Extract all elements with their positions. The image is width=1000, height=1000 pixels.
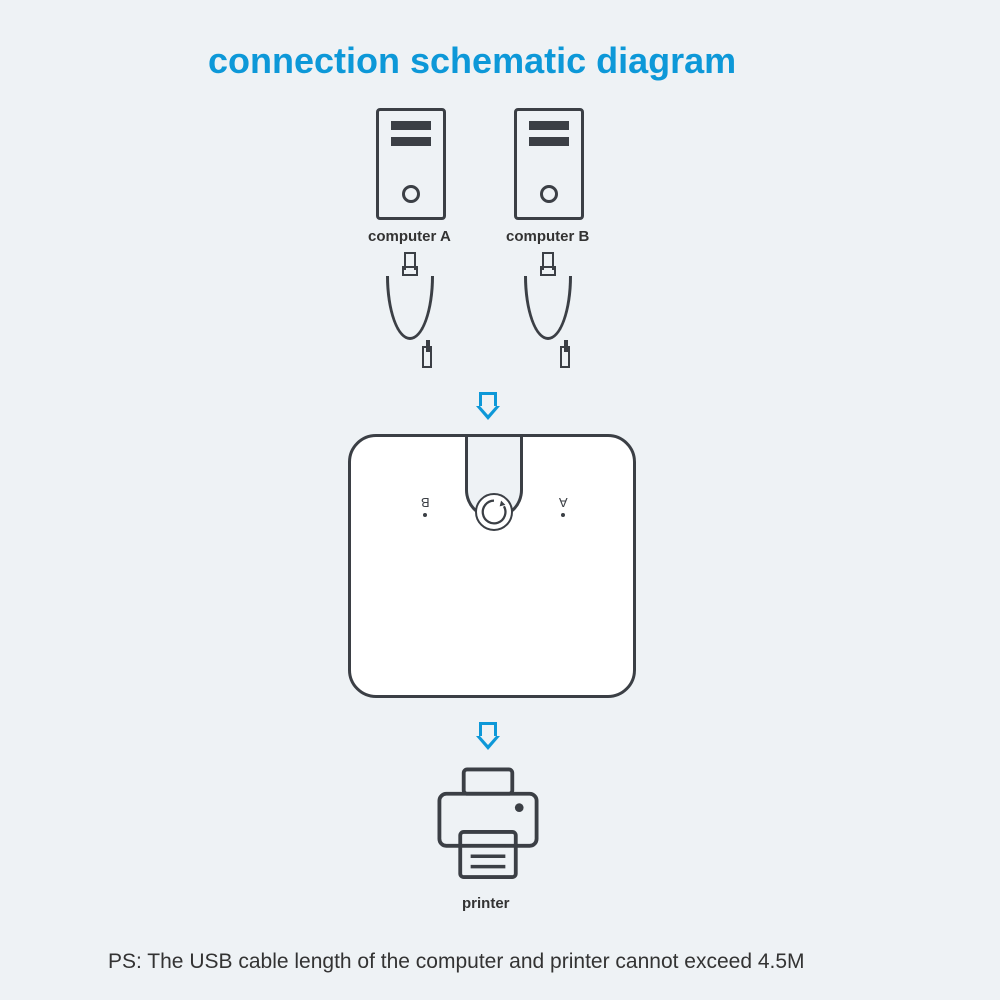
usb-connector-a-top-icon — [404, 252, 416, 270]
diagram-canvas: connection schematic diagram computer A … — [0, 0, 1000, 1000]
hub-port-b-label: B — [421, 495, 430, 510]
usb-cable-a-icon — [386, 276, 434, 340]
usb-connector-b-top-icon — [542, 252, 554, 270]
switch-knob-icon — [475, 493, 513, 531]
footnote-text: PS: The USB cable length of the computer… — [108, 950, 805, 974]
diagram-title: connection schematic diagram — [208, 40, 736, 82]
usb-connector-b-bottom-icon — [560, 346, 570, 368]
printer-icon — [432, 766, 544, 884]
usb-connector-a-bottom-icon — [422, 346, 432, 368]
computer-a-icon — [376, 108, 446, 220]
computer-a-label: computer A — [368, 228, 451, 245]
computer-b-icon — [514, 108, 584, 220]
printer-label: printer — [462, 895, 510, 912]
hub-port-a-label: A — [559, 495, 568, 510]
usb-switch-hub-icon: B A — [348, 434, 636, 698]
usb-cable-b-icon — [524, 276, 572, 340]
computer-b-label: computer B — [506, 228, 589, 245]
hub-port-b-indicator — [423, 513, 427, 517]
hub-port-a-indicator — [561, 513, 565, 517]
